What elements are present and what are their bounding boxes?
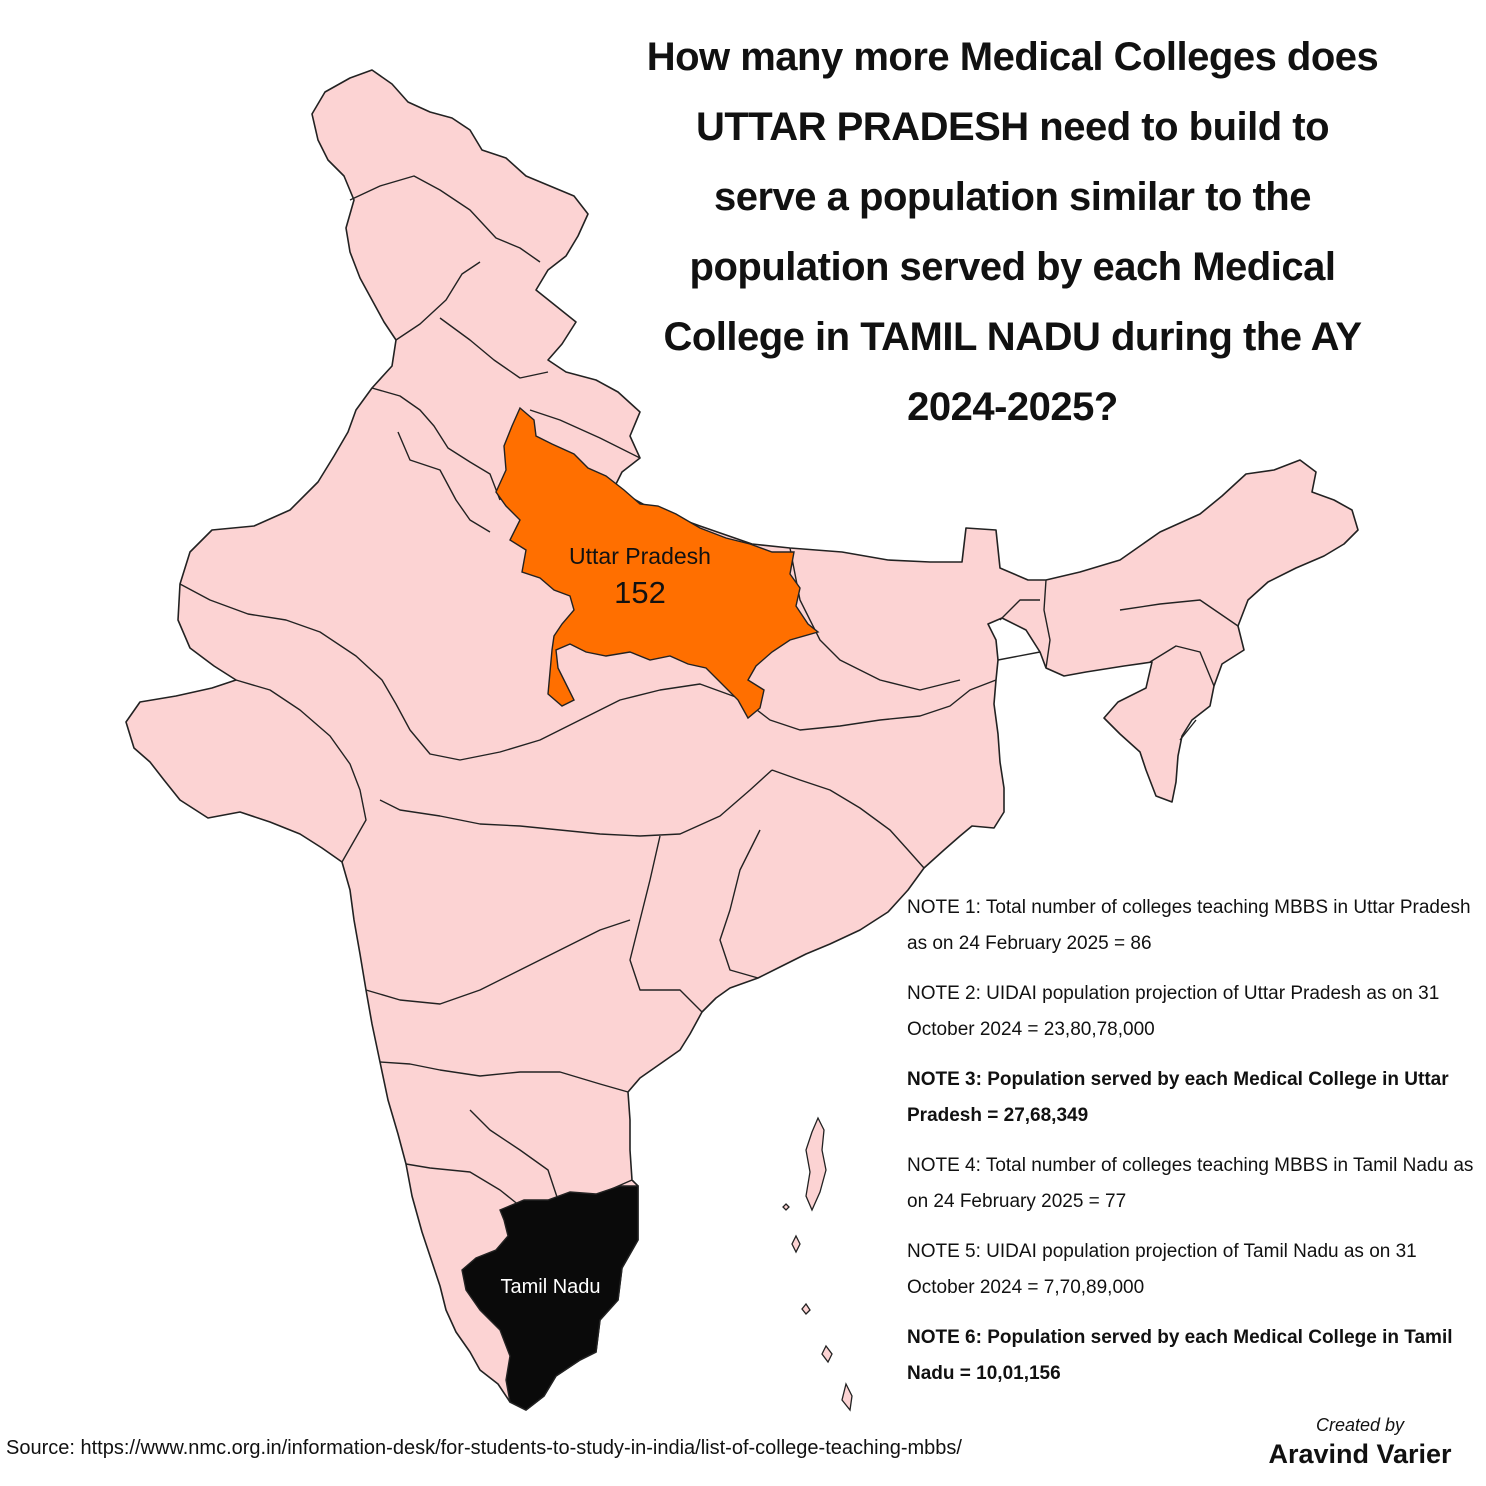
- note-4: NOTE 4: Total number of colleges teachin…: [907, 1155, 1474, 1212]
- credit: Created by Aravind Varier: [1240, 1412, 1480, 1470]
- note-1: NOTE 1: Total number of colleges teachin…: [907, 897, 1471, 954]
- note-5: NOTE 5: UIDAI population projection of T…: [907, 1241, 1417, 1298]
- uttar-pradesh-region[interactable]: [495, 406, 820, 720]
- uttar-pradesh-value: 152: [614, 575, 666, 610]
- tamil-nadu-label: Tamil Nadu: [500, 1276, 601, 1298]
- note-6: NOTE 6: Population served by each Medica…: [907, 1327, 1453, 1384]
- notes-panel: NOTE 1: Total number of colleges teachin…: [907, 890, 1477, 1406]
- note-2: NOTE 2: UIDAI population projection of U…: [907, 983, 1440, 1040]
- uttar-pradesh-name: Uttar Pradesh: [569, 543, 711, 569]
- note-3: NOTE 3: Population served by each Medica…: [907, 1069, 1449, 1126]
- andaman-nicobar-islands: [782, 1116, 853, 1412]
- source-link[interactable]: Source: https://www.nmc.org.in/informati…: [6, 1437, 962, 1459]
- india-mainland: [125, 69, 1359, 1411]
- credit-author: Aravind Varier: [1268, 1439, 1452, 1469]
- credit-label: Created by: [1315, 1415, 1405, 1435]
- uttar-pradesh-label: Uttar Pradesh 152: [515, 540, 765, 614]
- state-borders: [179, 175, 1239, 1207]
- page-title: How many more Medical Colleges does UTTA…: [646, 35, 1379, 429]
- tamil-nadu-region[interactable]: [461, 1185, 639, 1411]
